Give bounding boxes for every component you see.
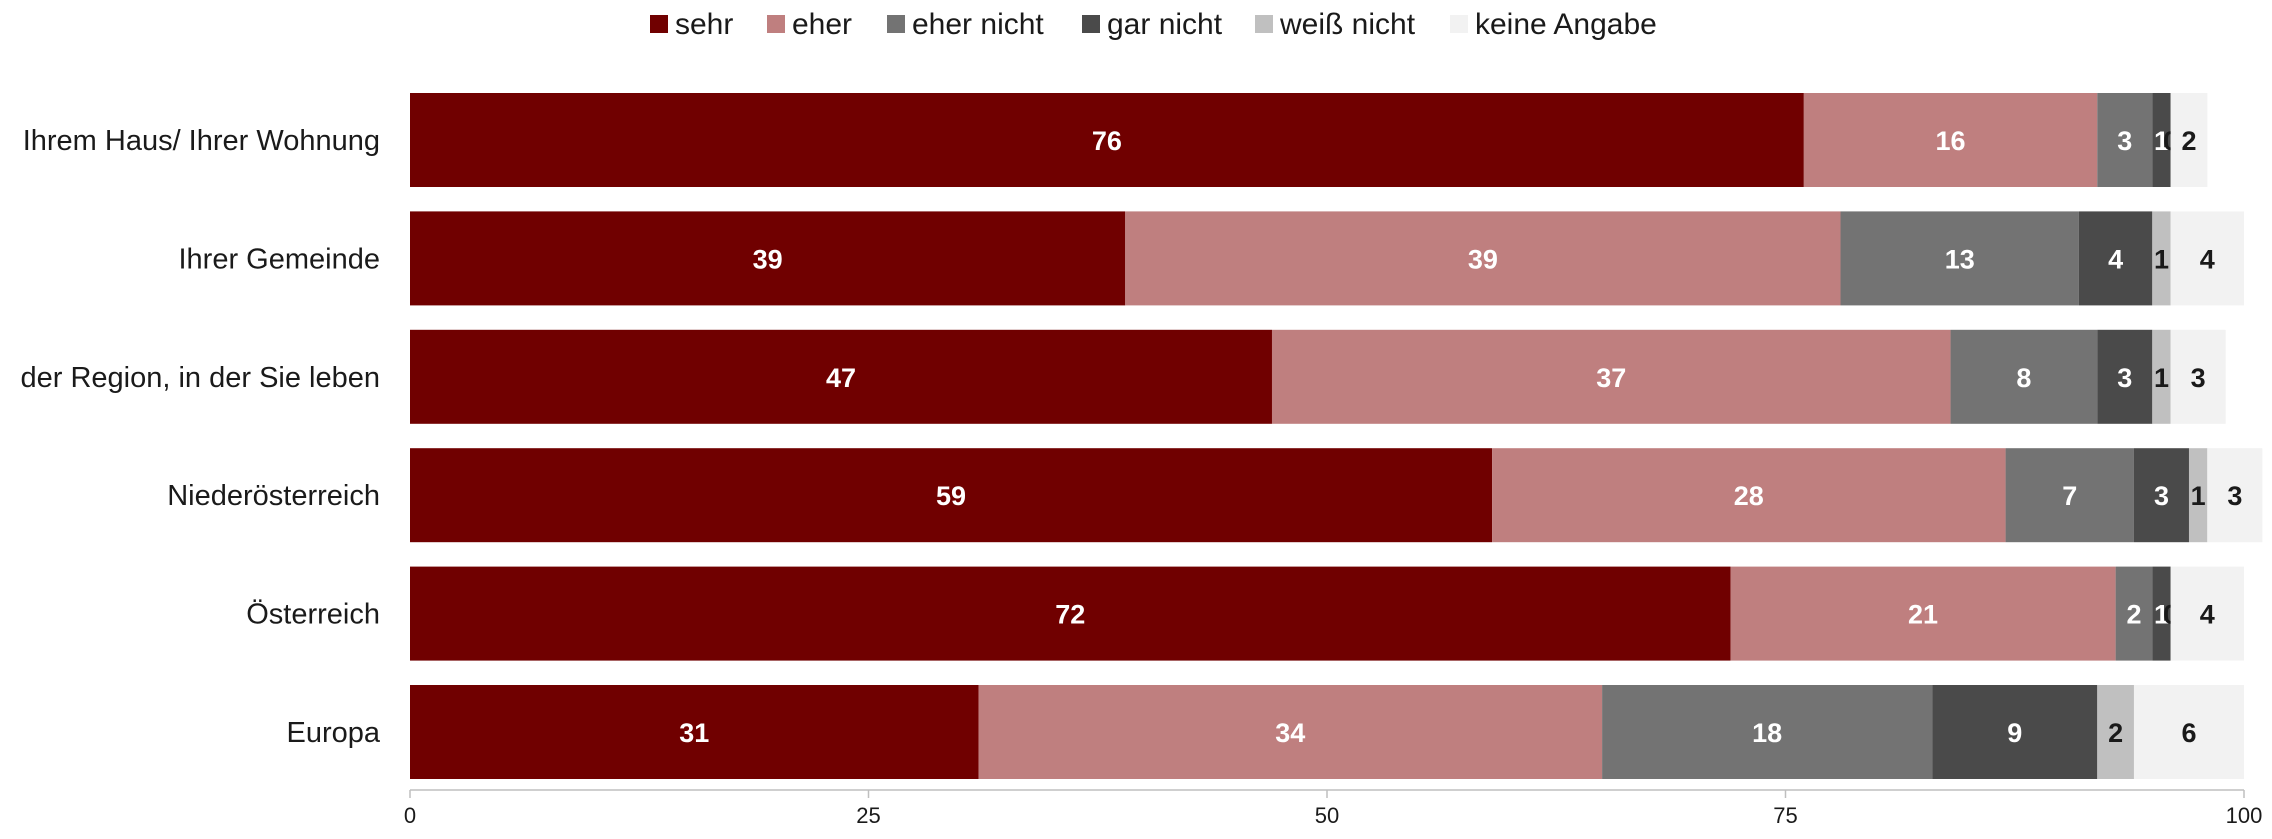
data-label: 2 — [2181, 126, 2196, 156]
data-label: 4 — [2200, 244, 2215, 274]
data-label: 2 — [2108, 718, 2123, 748]
data-label: 1 — [2154, 244, 2169, 274]
data-label: 39 — [753, 244, 783, 274]
bar-segment — [1803, 93, 2098, 187]
legend-swatch — [1450, 15, 1468, 33]
data-label: 39 — [1468, 244, 1498, 274]
legend: sehr eher eher nicht gar nicht weiß nicht kei… — [650, 8, 1657, 41]
category-label: Ihrer Gemeinde — [179, 243, 381, 275]
x-tick-label: 100 — [2226, 803, 2263, 828]
legend-label: eher nicht — [912, 8, 1044, 41]
data-label: 2 — [2126, 600, 2141, 630]
data-label: 3 — [2117, 126, 2132, 156]
category-label: Europa — [286, 717, 380, 749]
data-label: 28 — [1734, 481, 1764, 511]
bar-segment — [410, 329, 1272, 424]
bar-segment — [1125, 211, 1841, 306]
category-label: Niederösterreich — [167, 480, 380, 512]
legend-swatch — [1082, 15, 1100, 33]
bar-segment — [2133, 685, 2244, 779]
legend-label: gar nicht — [1107, 8, 1223, 41]
bar-segment — [410, 448, 1493, 543]
bar-segment — [1602, 685, 1933, 779]
bar-segment — [2170, 566, 2244, 661]
bar-segment — [2170, 93, 2208, 187]
legend-label: eher — [792, 8, 852, 41]
data-label: 1 — [2154, 126, 2169, 156]
bar-segment — [2152, 211, 2171, 306]
x-tick-label: 0 — [404, 803, 416, 828]
data-label: 21 — [1908, 600, 1938, 630]
bar-segment — [2152, 93, 2171, 187]
bar-segment — [2152, 566, 2171, 661]
data-label: 34 — [1275, 718, 1305, 748]
category-label: Ihrem Haus/ Ihrer Wohnung — [23, 125, 380, 157]
data-label: 47 — [826, 363, 856, 393]
bars: 7616310239391341447378313592873137221210… — [410, 93, 2263, 779]
data-label: 76 — [1092, 126, 1122, 156]
data-label: 59 — [936, 481, 966, 511]
bar-segment — [2097, 685, 2134, 779]
x-tick-label: 75 — [1773, 803, 1797, 828]
bar-segment — [410, 93, 1804, 187]
legend-label: weiß nicht — [1279, 8, 1416, 41]
category-label: Österreich — [246, 599, 380, 631]
bar-segment — [1271, 329, 1951, 424]
bar-segment — [1840, 211, 2079, 306]
x-axis: 0 25 50 75 100 — [404, 789, 2263, 828]
data-label: 4 — [2200, 600, 2215, 630]
bar-segment — [2078, 211, 2153, 306]
bar-segment — [1932, 685, 2098, 779]
bar-segment — [410, 685, 979, 779]
category-labels: Ihrem Haus/ Ihrer Wohnung Ihrer Gemeinde d… — [20, 125, 380, 749]
data-label: 31 — [679, 718, 709, 748]
legend-swatch — [887, 15, 905, 33]
data-label: 8 — [2016, 363, 2031, 393]
bar-segment — [2207, 448, 2263, 543]
data-label: 37 — [1596, 363, 1626, 393]
data-label: 9 — [2007, 718, 2022, 748]
data-label: 3 — [2227, 481, 2242, 511]
legend-label: keine Angabe — [1475, 8, 1657, 41]
bar-segment — [2005, 448, 2134, 543]
bar-segment — [978, 685, 1603, 779]
data-label: 13 — [1945, 244, 1975, 274]
data-label: 6 — [2181, 718, 2196, 748]
legend-label: sehr — [675, 8, 733, 41]
data-label: 1 — [2191, 481, 2206, 511]
data-label: 3 — [2154, 481, 2169, 511]
data-label: 7 — [2062, 481, 2077, 511]
bar-segment — [2097, 93, 2153, 187]
bar-segment — [410, 211, 1126, 306]
data-label: 3 — [2191, 363, 2206, 393]
data-label: 18 — [1752, 718, 1782, 748]
bar-segment — [2170, 329, 2226, 424]
legend-swatch — [650, 15, 668, 33]
data-label: 72 — [1055, 600, 1085, 630]
bar-segment — [2188, 448, 2208, 543]
data-label: 3 — [2117, 363, 2132, 393]
bar-segment — [410, 566, 1731, 661]
data-label: 1 — [2154, 600, 2169, 630]
legend-swatch — [767, 15, 785, 33]
bar-segment — [1730, 566, 2116, 661]
bar-segment — [2152, 329, 2171, 424]
bar-segment — [2115, 566, 2153, 661]
data-label: 16 — [1936, 126, 1966, 156]
x-tick-label: 50 — [1315, 803, 1339, 828]
data-label: 1 — [2154, 363, 2169, 393]
legend-swatch — [1255, 15, 1273, 33]
x-tick-label: 25 — [856, 803, 880, 828]
bar-segment — [2133, 448, 2189, 543]
bar-segment — [1492, 448, 2006, 543]
category-label: der Region, in der Sie leben — [20, 362, 380, 394]
bar-segment — [2097, 329, 2153, 424]
bar-segment — [2170, 211, 2244, 306]
data-label: 4 — [2108, 244, 2123, 274]
bar-segment — [1950, 329, 2098, 424]
